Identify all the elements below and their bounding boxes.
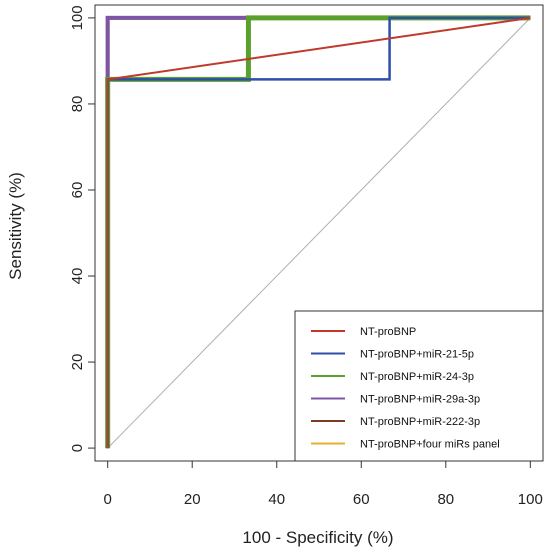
legend-label-5: NT-proBNP+miR-222-3p: [360, 416, 480, 428]
legend-label-1: NT-proBNP: [360, 326, 416, 338]
legend-label-6: NT-proBNP+four miRs panel: [360, 439, 500, 451]
y-tick-label-5: 100: [69, 5, 86, 30]
y-axis-title: Sensitivity (%): [6, 172, 25, 280]
plot-layer: [105, 15, 531, 449]
x-tick-label-2: 40: [268, 491, 285, 508]
x-tick-label-5: 100: [518, 491, 543, 508]
x-tick-label-1: 20: [184, 491, 201, 508]
reference-diagonal: [107, 17, 531, 449]
legend-label-4: NT-proBNP+miR-29a-3p: [360, 394, 480, 406]
legend: NT-proBNP NT-proBNP+miR-21-5p NT-proBNP+mi…: [294, 310, 544, 462]
legend-label-2: NT-proBNP+miR-21-5p: [360, 349, 474, 361]
y-tick-label-1: 20: [69, 354, 86, 371]
x-tick-label-0: 0: [104, 491, 112, 508]
series-line-1: [106, 16, 531, 449]
legend-box: [294, 310, 544, 462]
x-axis-title: 100 - Specificity (%): [242, 528, 393, 547]
x-tick-label-4: 80: [437, 491, 454, 508]
y-tick-label-3: 60: [69, 182, 86, 199]
legend-label-3: NT-proBNP+miR-24-3p: [360, 371, 474, 383]
x-tick-label-3: 60: [353, 491, 370, 508]
y-tick-label-0: 0: [69, 444, 86, 452]
y-tick-label-2: 40: [69, 268, 86, 285]
y-tick-label-4: 80: [69, 96, 86, 113]
